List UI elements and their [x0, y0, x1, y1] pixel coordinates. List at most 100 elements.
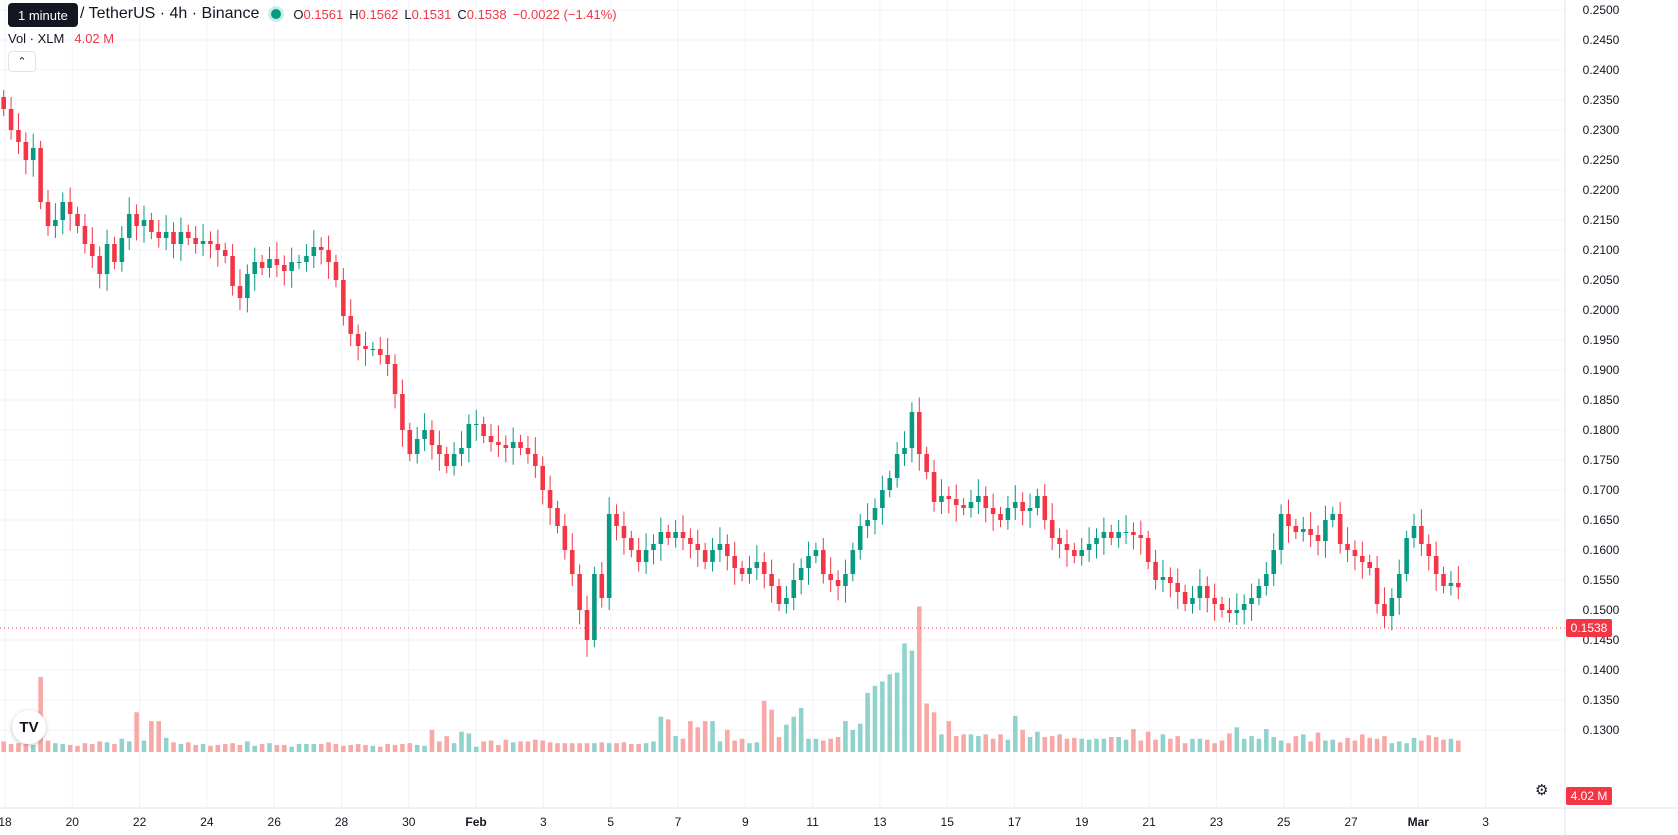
- candle-body: [1020, 502, 1025, 511]
- settings-gear-icon[interactable]: ⚙: [1535, 782, 1549, 799]
- volume-bar: [518, 741, 523, 752]
- volume-bar: [60, 744, 66, 752]
- volume-bar: [547, 742, 553, 752]
- volume-bar: [784, 724, 789, 752]
- candle-body: [1256, 586, 1262, 598]
- volume-bar: [1197, 738, 1203, 752]
- price-tick-label: 0.2300: [1583, 123, 1620, 137]
- volume-bar: [843, 721, 848, 752]
- volume-bar: [1382, 736, 1387, 752]
- candle-body: [385, 355, 390, 364]
- candle-body: [1411, 526, 1417, 538]
- volume-bar: [533, 739, 538, 752]
- volume-bar: [835, 737, 841, 752]
- volume-bar: [998, 734, 1003, 752]
- candle-body: [274, 259, 280, 265]
- volume-bar: [1, 741, 6, 752]
- volume-bar: [1308, 741, 1313, 752]
- volume-bar: [215, 744, 221, 752]
- candle-body: [1, 97, 6, 109]
- time-tick-label: 9: [742, 815, 749, 829]
- candle-body: [813, 550, 819, 556]
- volume-bar: [1256, 738, 1262, 752]
- candle-body: [857, 526, 863, 550]
- candle-body: [437, 445, 442, 454]
- candle-body: [761, 562, 767, 574]
- candle-body: [112, 244, 117, 262]
- candle-body: [688, 538, 693, 544]
- price-tick-label: 0.2350: [1583, 93, 1620, 107]
- volume-bar: [865, 692, 870, 752]
- volume-bar: [1396, 741, 1402, 752]
- volume-bar: [407, 743, 413, 752]
- volume-bar: [599, 742, 605, 752]
- candle-body: [1389, 598, 1395, 616]
- candle-body: [1182, 592, 1188, 604]
- tradingview-logo-icon[interactable]: TV: [12, 710, 46, 744]
- volume-bar: [119, 738, 125, 752]
- volume-bar: [1433, 737, 1439, 752]
- candles: [1, 89, 1461, 657]
- price-tick-label: 0.1500: [1583, 603, 1620, 617]
- candle-body: [621, 526, 627, 538]
- candle-body: [1404, 538, 1409, 574]
- candle-body: [1300, 529, 1306, 532]
- volume-bar: [126, 741, 132, 752]
- candle-body: [872, 508, 878, 520]
- volume-bar: [163, 737, 169, 752]
- candle-body: [1175, 583, 1181, 592]
- candle-body: [1094, 538, 1099, 544]
- candle-body: [1433, 556, 1439, 574]
- volume-bar: [1072, 737, 1077, 752]
- candle-body: [429, 430, 435, 445]
- volume-bar: [540, 740, 546, 752]
- volume-label[interactable]: Vol · XLM: [8, 31, 65, 46]
- candle-body: [614, 514, 619, 526]
- candle-body: [924, 454, 929, 472]
- candle-body: [296, 262, 302, 263]
- volume-bar: [1278, 740, 1284, 752]
- candle-body: [119, 238, 125, 262]
- volume-bar: [673, 736, 678, 752]
- candle-body: [1116, 532, 1121, 538]
- candle-body: [134, 214, 139, 226]
- candle-body: [67, 202, 73, 214]
- candle-body: [651, 544, 656, 550]
- candle-body: [193, 238, 198, 244]
- candle-body: [880, 490, 885, 508]
- candle-body: [1035, 496, 1040, 508]
- symbol-title[interactable]: / TetherUS · 4h · Binance: [80, 5, 260, 22]
- volume-bar: [1153, 739, 1158, 752]
- volume-bar: [983, 734, 989, 752]
- volume-bar: [1108, 737, 1114, 752]
- time-tick-label: 27: [1344, 815, 1358, 829]
- candle-body: [902, 448, 907, 454]
- candle-body: [1079, 550, 1085, 556]
- volume-bar: [1005, 739, 1011, 752]
- candle-body: [289, 262, 294, 271]
- candle-body: [865, 520, 870, 526]
- collapse-legend-button[interactable]: ⌃: [8, 51, 36, 72]
- volume-bar: [1020, 729, 1025, 752]
- candle-body: [333, 262, 339, 280]
- candle-body: [577, 574, 582, 610]
- candle-body: [843, 574, 848, 586]
- volume-bar: [1138, 740, 1144, 752]
- candle-body: [569, 550, 575, 574]
- candle-body: [126, 214, 132, 238]
- time-tick-label: Feb: [465, 815, 486, 829]
- candle-body: [658, 532, 664, 544]
- candle-body: [1138, 535, 1144, 538]
- candle-body: [1005, 508, 1011, 520]
- candle-body: [1064, 544, 1070, 550]
- time-tick-label: 19: [1075, 815, 1089, 829]
- candle-body: [769, 574, 774, 586]
- candle-body: [961, 505, 966, 508]
- market-status-icon[interactable]: [271, 9, 282, 19]
- candle-body: [1286, 514, 1291, 526]
- price-tick-label: 0.1750: [1583, 453, 1620, 467]
- candle-body: [732, 556, 737, 568]
- volume-bar: [961, 734, 966, 752]
- candle-body: [629, 538, 634, 550]
